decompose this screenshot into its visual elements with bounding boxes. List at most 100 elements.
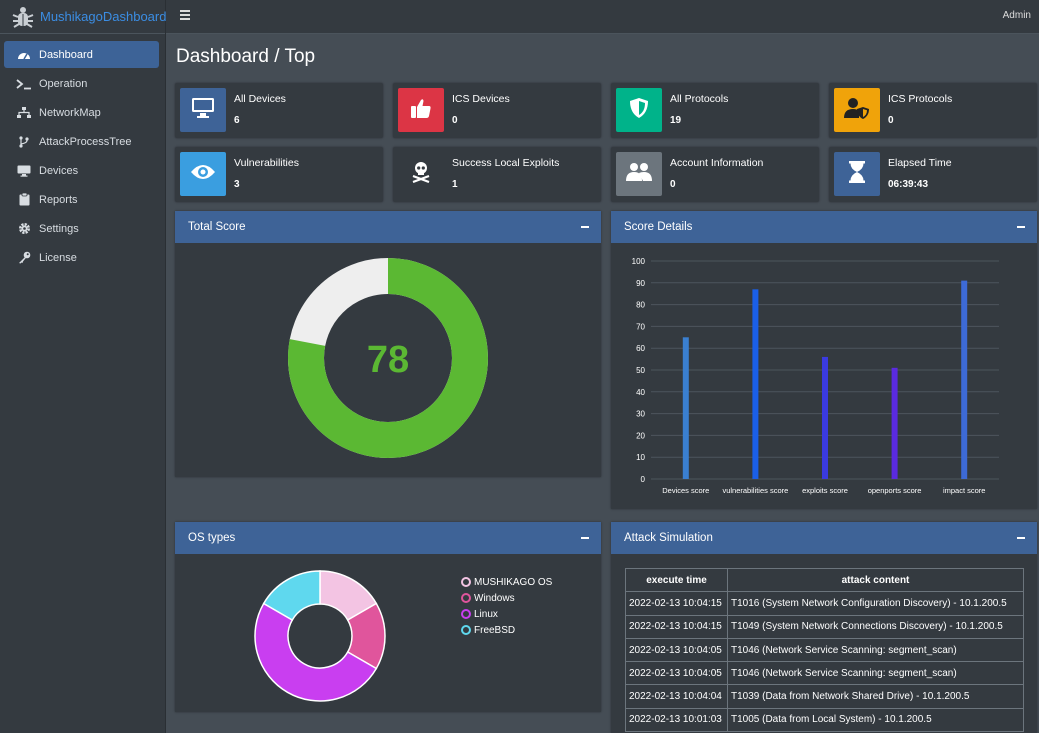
legend-swatch — [461, 609, 471, 619]
brand-name: MushikagoDashboard — [40, 9, 167, 24]
user-shield-icon — [844, 97, 870, 124]
info-box-all-protocols: All Protocols 19 — [611, 83, 819, 138]
legend-label: FreeBSD — [474, 624, 516, 636]
score-details-bar-chart: 0 10 20 30 40 50 60 70 80 90 100 Devices score vulne… — [632, 257, 999, 495]
legend-swatch — [461, 577, 471, 587]
table-row: 2022-02-13 10:04:05 T1046 (Network Servic… — [625, 637, 1024, 663]
key-icon — [16, 251, 32, 265]
info-box-label: ICS Devices — [452, 93, 510, 105]
info-box-icon-bg — [616, 88, 662, 132]
x-tick-label: vulnerabilities score — [722, 486, 788, 495]
card-header: Score Details — [611, 211, 1037, 243]
info-box-icon-bg — [180, 152, 226, 196]
tachometer-icon — [16, 48, 32, 62]
sidebar-item-license[interactable]: License — [4, 244, 159, 271]
info-box-value: 6 — [234, 115, 240, 126]
y-tick-label: 60 — [636, 344, 645, 353]
info-box-vulnerabilities: Vulnerabilities 3 — [175, 147, 383, 202]
y-tick-label: 0 — [641, 475, 646, 484]
sidebar-item-reports[interactable]: Reports — [4, 186, 159, 213]
code-branch-icon — [16, 135, 32, 149]
table-row: 2022-02-13 10:04:05 T1046 (Network Servic… — [625, 661, 1024, 686]
attack-content-cell: T1049 (System Network Connections Discov… — [727, 614, 1024, 639]
attack-simulation-card: Attack Simulation execute time attack co… — [611, 522, 1037, 733]
minimize-icon[interactable] — [1017, 537, 1025, 539]
clipboard-icon — [16, 193, 32, 207]
total-score-gauge: 78 — [288, 258, 488, 458]
attack-simulation-table: execute time attack content 2022-02-13 1… — [625, 567, 1024, 733]
sidebar-item-label: NetworkMap — [39, 106, 101, 119]
sidebar-nav: Dashboard Operation NetworkMap AttackPro… — [0, 34, 165, 271]
y-tick-label: 50 — [636, 366, 645, 375]
table-row: 2022-02-13 10:04:15 T1049 (System Network… — [625, 614, 1024, 639]
y-tick-label: 40 — [636, 388, 645, 397]
info-box-icon-bg — [834, 88, 880, 132]
y-tick-label: 10 — [636, 453, 645, 462]
sidebar-item-dashboard[interactable]: Dashboard — [4, 41, 159, 68]
info-box-label: Success Local Exploits — [452, 157, 560, 169]
sidebar-item-settings[interactable]: Settings — [4, 215, 159, 242]
sidebar-item-label: Devices — [39, 164, 79, 177]
brand[interactable]: MushikagoDashboard — [0, 0, 167, 34]
sidebar-item-label: Reports — [39, 193, 78, 206]
table-row: 2022-02-13 10:04:15 T1016 (System Network… — [625, 591, 1024, 616]
skull-crossbones-icon — [410, 161, 432, 188]
bar — [682, 337, 689, 479]
attack-content-cell: T1046 (Network Service Scanning: segment… — [727, 637, 1024, 663]
card-header: Total Score — [175, 211, 601, 243]
table-row: 2022-02-13 10:01:03 T1005 (Data from Loca… — [625, 707, 1024, 733]
score-gauge-fill — [288, 258, 488, 458]
info-box-account-information: Account Information 0 — [611, 147, 819, 202]
legend-item[interactable]: MUSHIKAGO OS — [461, 574, 552, 590]
minimize-icon[interactable] — [1017, 226, 1025, 228]
info-box-value: 1 — [452, 179, 458, 190]
info-box-value: 0 — [888, 115, 894, 126]
os-types-donut-chart — [254, 570, 386, 702]
info-box-label: ICS Protocols — [888, 93, 953, 105]
info-box-icon-bg — [180, 88, 226, 132]
terminal-icon — [16, 77, 32, 91]
info-box-icon-bg — [834, 152, 880, 196]
card-header: Attack Simulation — [611, 522, 1037, 554]
sidebar-item-attackprocesstree[interactable]: AttackProcessTree — [4, 128, 159, 155]
x-tick-label: impact score — [943, 486, 986, 495]
sidebar-item-devices[interactable]: Devices — [4, 157, 159, 184]
column-header-execute-time: execute time — [625, 567, 728, 593]
legend-item[interactable]: Linux — [461, 606, 552, 622]
minimize-icon[interactable] — [581, 537, 589, 539]
sitemap-icon — [16, 106, 32, 120]
pie-slice — [262, 570, 321, 622]
legend-item[interactable]: FreeBSD — [461, 622, 552, 638]
y-tick-label: 70 — [636, 322, 645, 331]
card-title: Score Details — [624, 221, 693, 233]
info-box-value: 19 — [670, 115, 682, 126]
y-tick-label: 90 — [636, 279, 645, 288]
y-tick-label: 100 — [632, 257, 646, 266]
user-name[interactable]: Admin — [1002, 10, 1031, 21]
y-tick-label: 30 — [636, 410, 645, 419]
attack-content-cell: T1016 (System Network Configuration Disc… — [727, 591, 1024, 616]
sidebar-item-label: Operation — [39, 77, 88, 90]
sidebar-item-operation[interactable]: Operation — [4, 70, 159, 97]
table-row: 2022-02-13 10:04:04 T1039 (Data from Netw… — [625, 684, 1024, 709]
bar — [822, 356, 828, 479]
hamburger-menu-icon[interactable] — [180, 10, 190, 20]
desktop-icon — [191, 97, 215, 124]
card-title: Total Score — [188, 221, 246, 233]
x-tick-label: openports score — [868, 486, 922, 495]
minimize-icon[interactable] — [581, 226, 589, 228]
legend-label: Windows — [474, 592, 515, 604]
sidebar-item-networkmap[interactable]: NetworkMap — [4, 99, 159, 126]
attack-content-cell: T1039 (Data from Network Shared Drive) -… — [727, 684, 1024, 709]
attack-content-cell: T1046 (Network Service Scanning: segment… — [727, 661, 1024, 686]
users-icon — [626, 162, 652, 187]
sidebar: MushikagoDashboard Dashboard Operation N… — [0, 0, 166, 733]
sidebar-item-label: AttackProcessTree — [39, 135, 132, 148]
y-tick-label: 20 — [636, 431, 645, 440]
info-box-label: Elapsed Time — [888, 157, 952, 169]
sidebar-item-label: License — [39, 251, 77, 264]
card-title: OS types — [188, 532, 236, 544]
bug-logo-icon — [10, 4, 36, 30]
card-header: OS types — [175, 522, 601, 554]
legend-item[interactable]: Windows — [461, 590, 552, 606]
